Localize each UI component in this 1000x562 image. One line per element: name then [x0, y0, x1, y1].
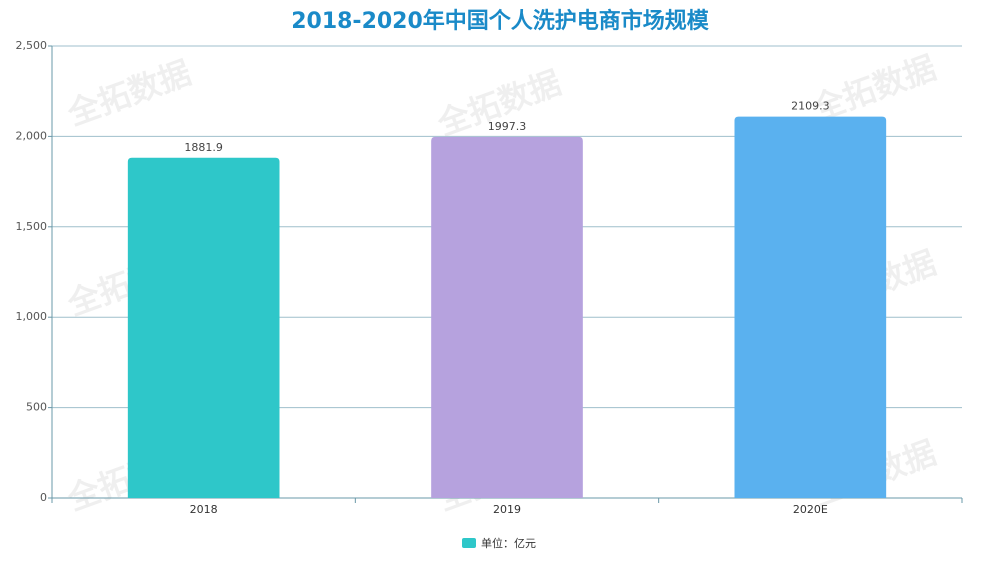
- y-tick-label: 2,000: [16, 129, 48, 142]
- bar: [431, 136, 583, 498]
- y-tick-label: 1,500: [16, 220, 48, 233]
- legend-label: 单位：亿元: [481, 536, 536, 550]
- x-tick-label: 2018: [190, 503, 218, 516]
- y-tick-label: 0: [40, 491, 47, 504]
- data-label: 1997.3: [488, 120, 527, 133]
- x-tick-label: 2019: [493, 503, 521, 516]
- data-label: 1881.9: [184, 141, 223, 154]
- bar: [127, 157, 280, 498]
- watermark: 全拓数据: [807, 48, 941, 128]
- bar: [734, 116, 887, 499]
- data-label: 2109.3: [791, 100, 830, 113]
- y-tick-label: 2,500: [16, 39, 48, 52]
- legend-swatch: [462, 538, 476, 548]
- x-tick-label: 2020E: [793, 503, 828, 516]
- y-tick-label: 1,000: [16, 310, 48, 323]
- y-tick-label: 500: [26, 401, 47, 414]
- chart-title: 2018-2020年中国个人洗护电商市场规模: [291, 8, 710, 34]
- watermark: 全拓数据: [62, 53, 196, 133]
